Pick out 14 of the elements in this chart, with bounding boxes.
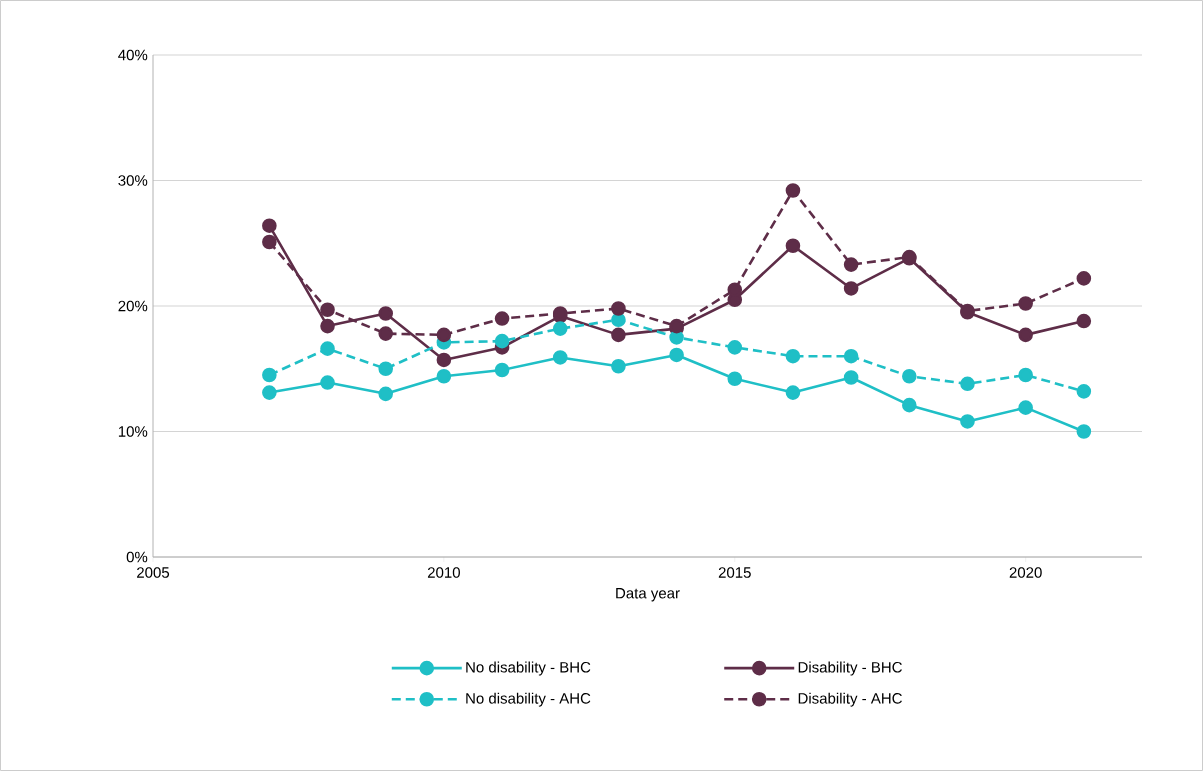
- x-tick-label: 2005: [137, 567, 170, 578]
- y-tick-label: 0%: [126, 551, 148, 563]
- legend-label: No disability - AHC: [466, 692, 591, 707]
- legend-label: Disability - BHC: [798, 661, 902, 676]
- legend-label: Disability - AHC: [798, 692, 902, 707]
- legend-label: No disability - BHC: [466, 661, 591, 676]
- x-tick-label: 2015: [718, 567, 751, 578]
- y-tick-label: 30%: [118, 175, 148, 186]
- x-tick-label: 2010: [427, 567, 460, 578]
- x-tick-label: 2020: [1009, 567, 1042, 578]
- x-axis-title: Data year: [616, 588, 680, 602]
- y-tick-label: 20%: [118, 300, 148, 312]
- y-tick-label: 40%: [118, 49, 148, 61]
- y-tick-label: 10%: [118, 426, 148, 437]
